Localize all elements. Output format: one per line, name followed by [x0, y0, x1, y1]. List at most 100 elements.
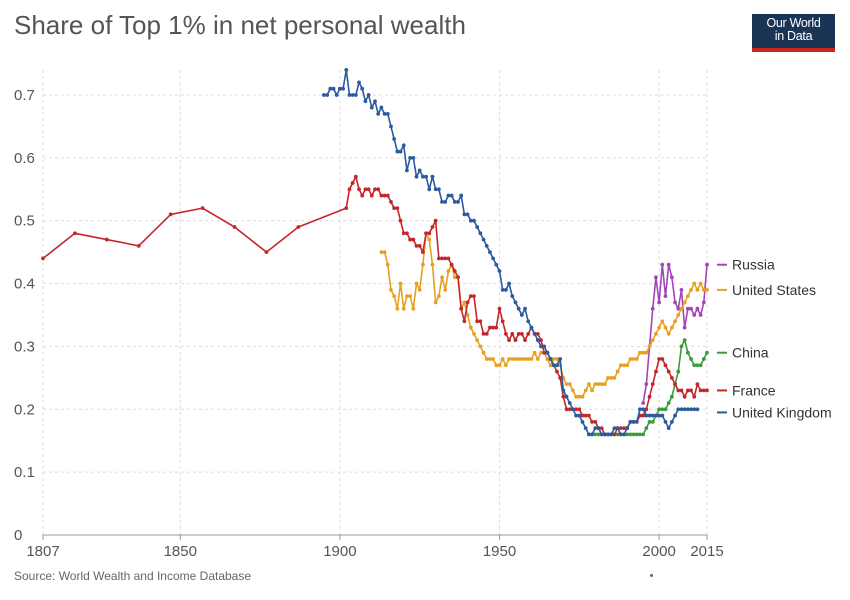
data-point: [698, 281, 703, 286]
data-point: [360, 86, 365, 91]
data-point: [392, 137, 397, 141]
data-point: [446, 256, 451, 261]
data-point: [373, 187, 377, 192]
data-point: [433, 300, 438, 305]
data-point: [401, 306, 406, 311]
data-point: [695, 306, 700, 311]
legend-item: Russia: [717, 257, 775, 273]
data-point: [357, 187, 361, 192]
data-point: [395, 206, 400, 211]
series-line: [381, 232, 707, 398]
data-point: [689, 407, 693, 412]
data-point: [382, 111, 387, 116]
logo-line-1: Our World: [766, 16, 821, 30]
data-point: [532, 350, 537, 355]
data-point: [366, 93, 371, 97]
data-point: [599, 382, 604, 387]
data-point: [551, 363, 556, 368]
data-point: [401, 231, 406, 236]
data-point: [385, 111, 390, 116]
data-point: [369, 105, 374, 110]
data-point: [673, 300, 677, 305]
data-point: [571, 407, 575, 412]
data-point: [631, 357, 636, 361]
data-point: [698, 363, 703, 368]
data-point: [663, 407, 668, 412]
y-tick-label: 0.3: [14, 338, 35, 355]
our-world-in-data-logo[interactable]: Our World in Data: [752, 14, 835, 52]
data-point: [491, 325, 496, 330]
data-point: [596, 432, 601, 437]
data-point: [443, 256, 448, 261]
data-point: [357, 80, 361, 85]
data-point: [650, 338, 655, 343]
data-point: [334, 93, 339, 97]
data-point: [535, 357, 540, 361]
data-point: [539, 344, 543, 349]
data-point: [529, 325, 534, 330]
data-point: [615, 426, 620, 431]
data-point: [650, 382, 655, 387]
data-point: [676, 388, 681, 393]
data-point: [408, 155, 413, 160]
y-tick-label: 0.7: [14, 87, 35, 104]
data-point: [523, 357, 527, 361]
data-point: [344, 206, 349, 211]
legend-item: China: [717, 345, 769, 361]
x-tick-label: 1807: [26, 543, 59, 560]
data-point: [701, 388, 706, 393]
data-point: [663, 419, 668, 424]
data-point: [660, 262, 665, 267]
data-point: [602, 432, 607, 437]
data-point: [389, 287, 393, 292]
data-point: [510, 331, 515, 336]
data-point: [692, 363, 697, 368]
data-point: [427, 187, 432, 192]
data-point: [682, 338, 687, 343]
data-point: [542, 350, 547, 355]
data-point: [618, 363, 623, 368]
data-point: [599, 426, 604, 431]
x-tick-label: 1850: [164, 543, 197, 560]
series-france: [41, 174, 709, 437]
y-tick-label: 0.1: [14, 464, 35, 481]
data-point: [618, 426, 623, 431]
data-point: [545, 357, 550, 361]
data-point: [548, 357, 553, 361]
data-point: [705, 388, 709, 393]
data-point: [519, 313, 524, 317]
data-point: [523, 338, 527, 343]
data-point: [542, 344, 547, 349]
data-point: [446, 269, 451, 273]
data-point: [353, 174, 358, 179]
data-point: [689, 357, 693, 361]
data-point: [488, 325, 492, 330]
data-point: [136, 243, 141, 248]
data-point: [452, 275, 457, 280]
data-point: [580, 419, 585, 424]
data-point: [465, 212, 470, 217]
data-point: [685, 306, 690, 311]
data-point: [497, 306, 502, 311]
data-point: [641, 413, 646, 418]
data-point: [468, 325, 473, 330]
data-point: [462, 300, 467, 305]
data-point: [468, 294, 473, 299]
data-point: [200, 206, 205, 211]
series-united-kingdom: [322, 67, 700, 437]
data-point: [650, 419, 655, 424]
data-point: [532, 331, 537, 336]
data-point: [411, 306, 416, 311]
data-point: [612, 432, 617, 437]
data-point: [558, 375, 563, 380]
data-point: [488, 357, 492, 361]
data-point: [481, 237, 486, 242]
data-point: [395, 306, 400, 311]
data-point: [644, 407, 649, 412]
data-point: [462, 319, 467, 324]
data-point: [602, 382, 607, 387]
data-point: [689, 388, 693, 393]
data-point: [446, 193, 451, 198]
data-point: [685, 294, 690, 299]
data-point: [491, 256, 496, 261]
